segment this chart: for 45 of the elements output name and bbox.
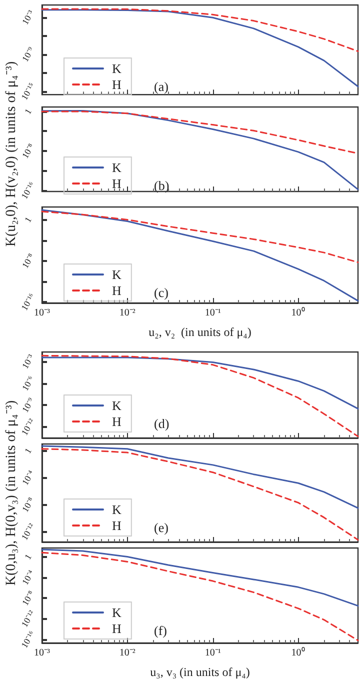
y-tick-label: 10⁻⁸ [20, 142, 36, 160]
annotation: (e) [154, 520, 168, 535]
legend-label: K [112, 267, 122, 282]
annotation: (d) [154, 416, 170, 431]
annotation: (f) [154, 623, 167, 638]
y-tick-label: 10⁻⁸ [20, 252, 36, 270]
y-tick-label: 1 [22, 215, 34, 224]
legend-label: K [112, 61, 122, 76]
legend-label: K [112, 160, 122, 175]
y-tick-label: 10⁻³ [20, 8, 36, 26]
x-tick-label: 10⁻¹ [204, 308, 221, 318]
legend-label: H [112, 283, 122, 298]
x-tick-label: 10⁻² [119, 648, 136, 658]
y-tick-label: 1 [22, 552, 34, 562]
legend-label: H [112, 414, 122, 429]
y-tick-label: 10⁻⁹ [20, 45, 36, 64]
y-tick-label: 10⁻⁸ [20, 496, 36, 514]
x-tick-label: 10⁰ [291, 646, 306, 658]
annotation: (b) [154, 178, 170, 193]
legend-label: K [112, 605, 122, 620]
x-axis-title: u₂, v₂ (in units of μ₄) [148, 325, 252, 339]
y-tick-label: 10⁻⁸ [20, 589, 36, 608]
x-tick-label: 10⁻¹ [204, 648, 221, 658]
x-tick-label: 10⁻³ [34, 648, 50, 658]
x-tick-label: 10⁻³ [34, 308, 50, 318]
legend-label: K [112, 398, 122, 413]
y-axis-title: K(u₂,0), H(v₂,0) (in units of μ₄⁻³) [3, 60, 20, 246]
legend-label: H [112, 621, 122, 636]
legend-label: H [112, 176, 122, 191]
y-tick-label: 10⁻⁴ [20, 568, 36, 586]
y-tick-label: 10⁻⁶ [20, 374, 36, 392]
y-axis-title: K(0,u₃), H(0,v₃) (in units of μ₄⁻³) [3, 400, 20, 586]
annotation: (a) [154, 79, 168, 94]
y-tick-label: 1 [22, 446, 34, 456]
legend-label: K [112, 502, 122, 517]
legend-label: H [112, 77, 122, 92]
x-axis-title: u₃, v₃ (in units of μ₄) [150, 665, 250, 679]
x-tick-label: 10⁻² [119, 308, 136, 318]
legend-label: H [112, 518, 122, 533]
y-tick-label: 1 [22, 107, 34, 116]
y-tick-label: 10⁻⁴ [20, 468, 36, 487]
y-tick-label: 10⁻⁹ [20, 396, 36, 414]
annotation: (c) [154, 285, 168, 300]
x-tick-label: 10⁰ [291, 306, 306, 318]
y-tick-label: 10⁻³ [20, 352, 36, 370]
